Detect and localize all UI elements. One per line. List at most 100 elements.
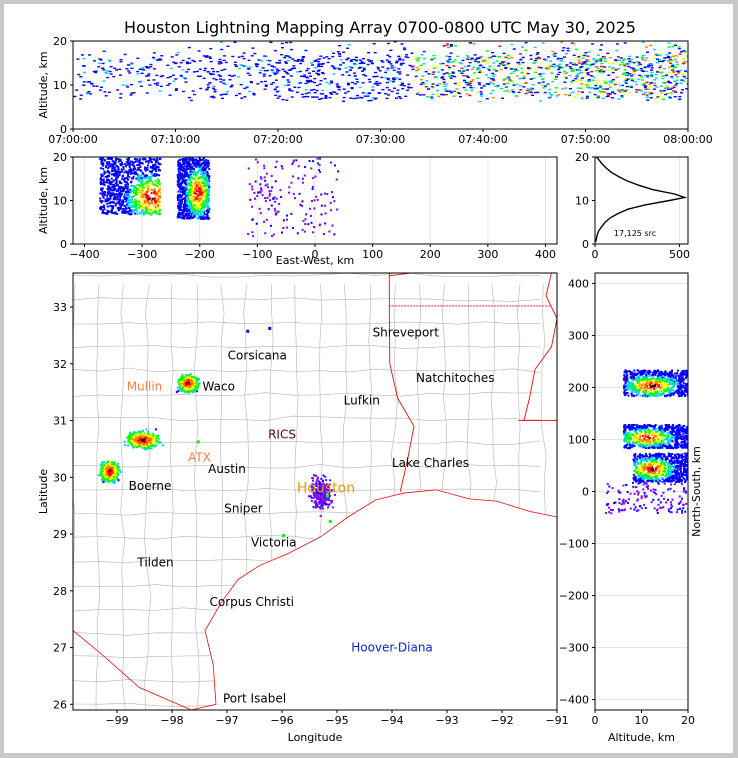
lightning-source-mark	[673, 66, 677, 68]
lightning-source-mark	[156, 182, 159, 185]
lightning-source-mark	[208, 82, 212, 84]
lightning-source-mark	[275, 68, 279, 70]
lightning-source-mark	[182, 175, 185, 178]
lightning-source-mark	[482, 66, 486, 69]
lightning-source-mark	[206, 209, 209, 212]
lightning-source-mark	[116, 89, 120, 91]
lightning-source-mark	[194, 174, 197, 177]
lightning-source-mark	[556, 58, 560, 61]
lightning-source-mark	[290, 96, 294, 98]
lightning-source-mark	[193, 214, 196, 217]
lightning-source-mark	[143, 211, 146, 214]
lightning-source-mark	[177, 190, 180, 193]
lightning-source-mark	[296, 60, 300, 62]
x-tick-label: 500	[669, 248, 690, 261]
lightning-source-mark	[621, 61, 625, 64]
lightning-source-mark	[621, 59, 625, 62]
lightning-source-mark	[275, 91, 279, 93]
lightning-source-mark	[183, 202, 186, 205]
lightning-source-mark	[195, 160, 198, 163]
lightning-source-mark	[381, 61, 385, 63]
lightning-source-mark	[147, 445, 150, 448]
lightning-source-mark	[132, 204, 135, 207]
lightning-source-mark	[192, 202, 195, 205]
lightning-source-mark	[445, 55, 449, 57]
lightning-source-mark	[673, 80, 677, 82]
lightning-source-mark	[602, 79, 606, 82]
lightning-source-mark	[224, 83, 228, 86]
lightning-source-mark	[117, 188, 120, 191]
lightning-source-mark	[138, 441, 141, 444]
lightning-source-mark	[468, 81, 472, 84]
lightning-source-mark	[177, 204, 180, 207]
lightning-source-mark	[341, 62, 345, 64]
lightning-source-mark	[102, 196, 105, 199]
lightning-source-mark	[126, 444, 129, 447]
lightning-source-mark	[353, 75, 357, 78]
lightning-source-mark	[115, 179, 118, 182]
lightning-source-mark	[426, 87, 430, 90]
lightning-source-mark	[271, 235, 274, 238]
lightning-source-mark	[603, 88, 607, 90]
lightning-source-mark	[184, 171, 187, 174]
lightning-source-mark	[533, 91, 537, 94]
lightning-source-mark	[272, 66, 276, 68]
lightning-source-mark	[208, 175, 211, 178]
lightning-source-mark	[309, 207, 312, 210]
lightning-source-mark	[106, 192, 109, 195]
lightning-source-mark	[111, 160, 114, 163]
lightning-source-mark	[254, 63, 258, 65]
lightning-source-mark	[123, 440, 126, 443]
lightning-source-mark	[410, 52, 414, 54]
lightning-source-mark	[169, 75, 173, 78]
lightning-source-mark	[665, 74, 669, 76]
lightning-source-mark	[329, 80, 333, 82]
lightning-source-mark	[366, 95, 370, 97]
lightning-source-mark	[274, 180, 277, 183]
lightning-source-mark	[573, 62, 577, 65]
lightning-source-mark	[120, 168, 123, 171]
lightning-source-mark	[415, 93, 419, 95]
lightning-source-mark	[131, 172, 134, 175]
lightning-source-mark	[452, 65, 456, 67]
lightning-source-mark	[150, 173, 153, 176]
lightning-source-mark	[638, 65, 642, 67]
lightning-source-mark	[298, 192, 301, 195]
lightning-source-mark	[463, 65, 467, 68]
lightning-source-mark	[139, 445, 142, 448]
lightning-source-mark	[185, 386, 188, 389]
lightning-source-mark	[157, 197, 160, 200]
lightning-source-mark	[109, 188, 112, 191]
lightning-source-mark	[90, 83, 94, 85]
lightning-source-mark	[202, 206, 205, 209]
lightning-source-mark	[220, 69, 224, 72]
lightning-source-mark	[156, 191, 159, 194]
lightning-source-mark	[144, 169, 147, 172]
lightning-source-mark	[188, 166, 191, 169]
lightning-source-mark	[528, 91, 532, 93]
lightning-source-mark	[148, 447, 151, 450]
lightning-source-mark	[596, 80, 600, 83]
lightning-source-mark	[662, 89, 666, 92]
lightning-source-mark	[179, 381, 182, 384]
lightning-source-mark	[199, 170, 202, 173]
lightning-source-mark	[201, 176, 204, 179]
lightning-source-mark	[102, 69, 106, 71]
lightning-source-mark	[109, 197, 112, 200]
lightning-source-mark	[186, 388, 189, 391]
lightning-source-mark	[201, 206, 204, 209]
lightning-source-mark	[82, 65, 86, 67]
lightning-source-mark	[240, 55, 244, 58]
lightning-source-mark	[116, 212, 119, 215]
lightning-source-mark	[152, 436, 155, 439]
lightning-source-mark	[127, 162, 130, 165]
lightning-source-mark	[190, 192, 193, 195]
lightning-source-mark	[189, 172, 192, 175]
chart-title: Houston Lightning Mapping Array 0700-080…	[124, 18, 636, 37]
lightning-source-mark	[653, 48, 657, 51]
lightning-source-mark	[207, 200, 210, 203]
lightning-source-mark	[596, 95, 600, 98]
lightning-source-mark	[152, 52, 156, 54]
lightning-source-mark	[129, 202, 132, 205]
lightning-source-mark	[579, 87, 583, 90]
